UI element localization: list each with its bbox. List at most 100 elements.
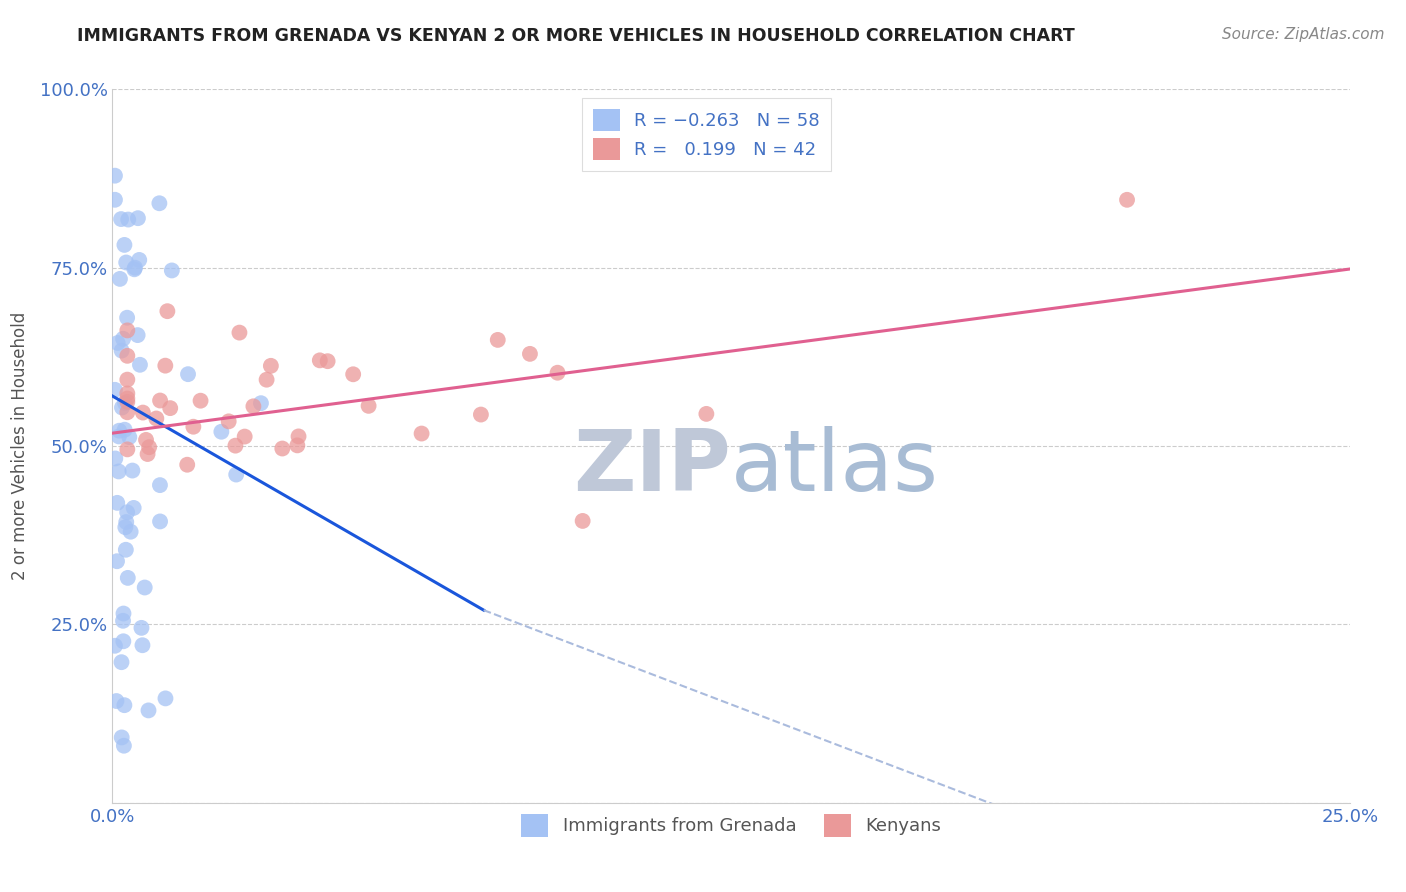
Point <box>209 425 232 439</box>
Point <box>308 353 330 368</box>
Point <box>112 238 135 252</box>
Point <box>228 326 250 340</box>
Point <box>124 262 146 277</box>
Point <box>190 393 212 408</box>
Point <box>108 429 131 443</box>
Point <box>183 419 205 434</box>
Point <box>105 554 128 568</box>
Point <box>176 458 198 472</box>
Point <box>131 638 153 652</box>
Point <box>107 465 129 479</box>
Point <box>117 395 139 409</box>
Point <box>111 401 134 415</box>
Point <box>342 368 364 382</box>
Point <box>695 407 717 421</box>
Point <box>117 349 139 363</box>
Point <box>148 196 170 211</box>
Point <box>287 429 309 443</box>
Point <box>115 515 138 529</box>
Text: Source: ZipAtlas.com: Source: ZipAtlas.com <box>1222 27 1385 42</box>
Point <box>120 524 142 539</box>
Point <box>107 335 129 350</box>
Point <box>104 451 127 466</box>
Point <box>128 252 150 267</box>
Point <box>110 655 132 669</box>
Point <box>134 581 156 595</box>
Point <box>115 542 138 557</box>
Point <box>256 373 278 387</box>
Point <box>117 442 139 457</box>
Point <box>177 367 200 381</box>
Legend: Immigrants from Grenada, Kenyans: Immigrants from Grenada, Kenyans <box>515 807 948 844</box>
Point <box>411 426 433 441</box>
Point <box>149 393 172 408</box>
Point <box>112 634 135 648</box>
Point <box>111 731 134 745</box>
Point <box>225 467 247 482</box>
Point <box>105 694 128 708</box>
Point <box>218 414 240 428</box>
Point <box>149 478 172 492</box>
Text: atlas: atlas <box>731 425 939 509</box>
Point <box>112 739 135 753</box>
Point <box>105 496 128 510</box>
Point <box>117 212 139 227</box>
Point <box>111 343 134 358</box>
Point <box>159 401 181 416</box>
Point <box>112 698 135 713</box>
Point <box>131 621 153 635</box>
Point <box>1116 193 1139 207</box>
Point <box>316 354 339 368</box>
Point <box>104 639 127 653</box>
Point <box>145 411 167 425</box>
Point <box>547 366 569 380</box>
Point <box>160 263 183 277</box>
Point <box>132 406 155 420</box>
Point <box>117 571 139 585</box>
Point <box>115 310 138 325</box>
Point <box>129 358 152 372</box>
Point <box>260 359 283 373</box>
Point <box>121 464 143 478</box>
Point <box>108 424 131 438</box>
Point <box>117 405 139 419</box>
Point <box>138 440 160 454</box>
Point <box>486 333 509 347</box>
Point <box>135 433 157 447</box>
Point <box>112 614 135 628</box>
Point <box>127 211 149 226</box>
Point <box>108 272 131 286</box>
Point <box>242 400 264 414</box>
Point <box>110 212 132 227</box>
Point <box>117 373 139 387</box>
Point <box>112 332 135 346</box>
Point <box>233 429 256 443</box>
Point <box>138 703 160 717</box>
Text: ZIP: ZIP <box>574 425 731 509</box>
Text: IMMIGRANTS FROM GRENADA VS KENYAN 2 OR MORE VEHICLES IN HOUSEHOLD CORRELATION CH: IMMIGRANTS FROM GRENADA VS KENYAN 2 OR M… <box>77 27 1076 45</box>
Point <box>127 328 149 343</box>
Point <box>104 383 127 397</box>
Point <box>271 442 294 456</box>
Point <box>357 399 380 413</box>
Point <box>156 304 179 318</box>
Point <box>285 438 308 452</box>
Point <box>104 193 127 207</box>
Point <box>104 169 127 183</box>
Point <box>149 515 172 529</box>
Y-axis label: 2 or more Vehicles in Household: 2 or more Vehicles in Household <box>10 312 28 580</box>
Point <box>117 386 139 401</box>
Point <box>114 396 136 410</box>
Point <box>118 430 141 444</box>
Point <box>250 396 273 410</box>
Point <box>115 255 138 269</box>
Point <box>122 500 145 515</box>
Point <box>155 359 177 373</box>
Point <box>114 520 136 534</box>
Point <box>136 447 159 461</box>
Point <box>115 505 138 519</box>
Point <box>224 439 246 453</box>
Point <box>155 691 177 706</box>
Point <box>519 347 541 361</box>
Point <box>112 607 135 621</box>
